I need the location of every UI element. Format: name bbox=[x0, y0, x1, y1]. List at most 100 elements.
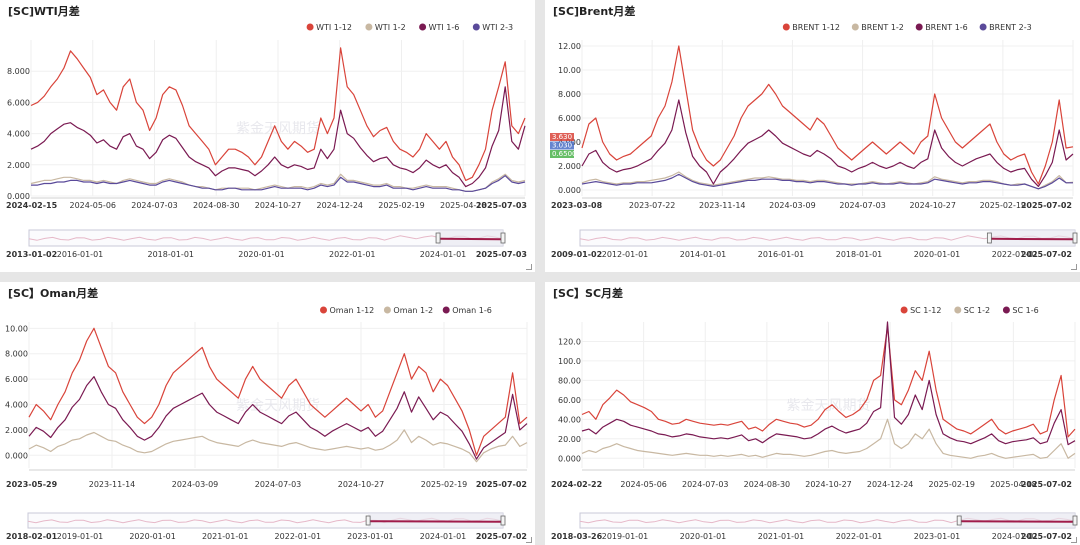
chart-svg[interactable]: 0.0002.0004.0006.0008.00010.0012.002023-… bbox=[545, 0, 1080, 272]
y-tick-label: 0.000 bbox=[5, 451, 28, 460]
x-tick-label: 2024-12-24 bbox=[317, 201, 364, 210]
resize-handle[interactable] bbox=[526, 537, 532, 543]
series-line bbox=[581, 173, 1073, 190]
x-tick-label: 2025-07-02 bbox=[1021, 480, 1072, 489]
navigator-handle-left bbox=[986, 232, 992, 244]
navigator-tick-label: 2021-01-01 bbox=[758, 532, 805, 541]
x-tick-label: 2025-07-02 bbox=[476, 480, 527, 489]
x-tick-label: 2024-07-03 bbox=[255, 480, 302, 489]
x-tick-label: 2023-11-14 bbox=[699, 201, 746, 210]
x-tick-label: 2024-07-03 bbox=[682, 480, 729, 489]
navigator-selection bbox=[438, 230, 503, 246]
navigator-tick-label: 2019-01-01 bbox=[602, 532, 649, 541]
x-tick-label: 2025-04-18 bbox=[990, 480, 1037, 489]
legend-marker bbox=[915, 23, 923, 31]
legend-marker bbox=[782, 23, 790, 31]
y-tick-label: 4.000 bbox=[5, 401, 28, 410]
resize-handle[interactable] bbox=[526, 264, 532, 270]
chart-panel-sc: [SC】SC月差 0.000 20.00 40.00 60.00 80.00 100.0 1… bbox=[545, 282, 1080, 545]
series-line bbox=[581, 45, 1074, 185]
navigator-tick-label: 2018-01-01 bbox=[148, 250, 195, 259]
series-line bbox=[28, 375, 528, 460]
legend-marker bbox=[954, 306, 962, 314]
watermark: 紫金天风期货 bbox=[787, 397, 871, 414]
series-line bbox=[581, 326, 1076, 438]
navigator-tick-label: 2024-01-01 bbox=[992, 532, 1039, 541]
legend-marker bbox=[851, 23, 859, 31]
legend-label: WTI 1-2 bbox=[375, 23, 406, 32]
legend-marker bbox=[1002, 306, 1010, 314]
x-tick-label: 2024-12-24 bbox=[867, 480, 914, 489]
resize-handle[interactable] bbox=[1071, 537, 1077, 543]
series-line bbox=[581, 171, 1074, 190]
navigator-handle-left bbox=[956, 515, 962, 526]
series-line bbox=[581, 418, 1076, 459]
legend-label: SC 1-2 bbox=[964, 306, 990, 315]
y-tick-label: 2.000 bbox=[558, 162, 581, 171]
resize-handle[interactable] bbox=[1071, 264, 1077, 270]
y-tick-label: 40.00 bbox=[558, 415, 581, 424]
navigator-tick-label: 2022-01-01 bbox=[275, 532, 322, 541]
y-tick-label: 8.000 bbox=[7, 67, 30, 76]
navigator-selected-line bbox=[370, 520, 502, 523]
navigator-handle-right bbox=[1072, 232, 1078, 244]
y-tick-label: 4.000 bbox=[7, 130, 30, 139]
x-tick-label: 2023-05-29 bbox=[6, 480, 58, 489]
tooltip-badge bbox=[550, 141, 574, 150]
navigator-tick-label: 2014-01-01 bbox=[680, 250, 727, 259]
legend-marker bbox=[365, 23, 373, 31]
series-line bbox=[581, 321, 1076, 446]
legend-marker bbox=[306, 23, 314, 31]
navigator-handle-right bbox=[500, 232, 506, 244]
x-tick-label: 2025-02-19 bbox=[378, 201, 425, 210]
x-tick-label: 2023-03-08 bbox=[551, 201, 603, 210]
legend-marker bbox=[472, 23, 480, 31]
navigator-selection bbox=[989, 230, 1075, 246]
navigator-tick-label: 2019-01-01 bbox=[57, 532, 104, 541]
x-tick-label: 2024-07-03 bbox=[839, 201, 886, 210]
y-tick-label: 120.0 bbox=[558, 337, 581, 346]
chart-svg[interactable]: 0.000 2.000 4.000 6.000 8.000 10.00 2023-05-29… bbox=[0, 282, 535, 545]
x-tick-label: 2025-02-19 bbox=[421, 480, 468, 489]
y-tick-label: 12.00 bbox=[558, 42, 581, 51]
x-tick-label: 2025-02-19 bbox=[929, 480, 976, 489]
tooltip-badge bbox=[550, 133, 574, 141]
navigator-tick-label: 2020-01-01 bbox=[680, 532, 727, 541]
navigator-tick-label: 2024-01-01 bbox=[420, 250, 467, 259]
navigator-tick-label: 2023-01-01 bbox=[347, 532, 394, 541]
navigator-tick-label: 2018-02-01 bbox=[6, 532, 58, 541]
navigator-selected-line bbox=[440, 237, 502, 241]
navigator-tick-label: 2021-01-01 bbox=[202, 532, 249, 541]
navigator-tick-label: 2022-01-01 bbox=[329, 250, 376, 259]
x-tick-label: 2024-03-09 bbox=[172, 480, 219, 489]
navigator-tick-label: 2025-07-02 bbox=[476, 532, 527, 541]
tooltip-value: 0.6500 bbox=[552, 150, 577, 158]
chart-svg[interactable]: 0.000 2.000 4.000 6.000 8.000 2024-02-15 2024-… bbox=[0, 0, 535, 272]
y-tick-label: 0.000 bbox=[7, 192, 30, 201]
series-line bbox=[30, 173, 526, 192]
navigator-tick-label: 2020-01-01 bbox=[914, 250, 961, 259]
legend-label: SC 1-6 bbox=[1012, 306, 1038, 315]
chart-panel-brent: [SC]Brent月差 0.0002.0004.0006.0008.00010.… bbox=[545, 0, 1080, 272]
legend-marker bbox=[383, 306, 391, 314]
x-tick-label: 2024-05-06 bbox=[70, 201, 117, 210]
y-tick-label: 0.000 bbox=[558, 454, 581, 463]
legend-marker bbox=[979, 23, 987, 31]
x-tick-label: 2024-10-27 bbox=[338, 480, 385, 489]
navigator-handle-left bbox=[435, 232, 441, 244]
legend-label: Oman 1-2 bbox=[393, 306, 433, 315]
series-line bbox=[30, 86, 526, 188]
navigator-tick-label: 2022-01-01 bbox=[836, 532, 883, 541]
chart-svg[interactable]: 0.000 20.00 40.00 60.00 80.00 100.0 120.0 2024-… bbox=[545, 282, 1080, 545]
y-tick-label: 2.000 bbox=[7, 161, 30, 170]
navigator-tick-label: 2018-01-01 bbox=[836, 250, 883, 259]
navigator-history-line bbox=[28, 235, 504, 241]
navigator-handle-right bbox=[1072, 515, 1078, 526]
legend-label: SC 1-12 bbox=[910, 306, 941, 315]
navigator-tick-label: 2025-07-02 bbox=[1021, 250, 1072, 259]
x-tick-label: 2024-10-27 bbox=[805, 480, 852, 489]
navigator-tick-label: 2023-01-01 bbox=[914, 532, 961, 541]
x-tick-label: 2024-05-06 bbox=[620, 480, 667, 489]
y-tick-label: 8.000 bbox=[558, 90, 581, 99]
legend-marker bbox=[442, 306, 450, 314]
